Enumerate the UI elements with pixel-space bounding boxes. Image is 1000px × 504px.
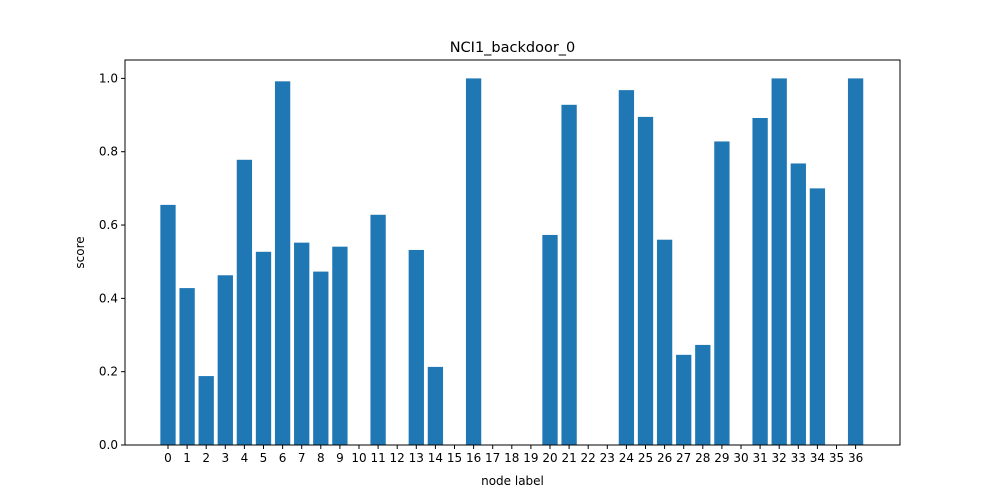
bar-26 [656,239,673,445]
y-axis: 0.0 0.2 0.4 0.6 0.8 1.0 [99,71,125,452]
x-tick-label: 17 [485,451,500,465]
bar-24 [618,90,635,445]
x-tick-label: 22 [581,451,596,465]
bar-36 [847,78,864,446]
x-tick-label: 3 [221,451,229,465]
x-tick-label: 13 [409,451,424,465]
x-tick-label: 8 [317,451,325,465]
x-tick-label: 29 [714,451,729,465]
x-tick-label: 15 [447,451,462,465]
y-tick-label: 0.8 [99,145,118,159]
chart-title: NCI1_backdoor_0 [450,40,576,56]
bar-7 [294,242,310,445]
x-tick-label: 1 [183,451,191,465]
x-tick-label: 21 [561,451,576,465]
x-tick-label: 23 [600,451,615,465]
x-tick-label: 30 [733,451,748,465]
bar-20 [542,234,558,445]
x-tick-label: 2 [202,451,210,465]
bar-8 [313,271,329,445]
x-tick-label: 28 [695,451,710,465]
x-tick-label: 25 [638,451,653,465]
bar-4 [236,159,253,446]
y-tick-label: 0.0 [99,438,118,452]
bar-13 [408,249,424,445]
y-axis-label: score [73,236,87,268]
x-tick-label: 7 [298,451,306,465]
x-tick-label: 35 [829,451,844,465]
bar-6 [274,81,291,445]
x-tick-label: 18 [504,451,519,465]
bar-34 [809,188,826,445]
x-tick-label: 4 [241,451,249,465]
bar-1 [179,288,195,445]
bar-32 [771,78,787,446]
bar-5 [255,251,272,445]
x-tick-label: 12 [390,451,405,465]
bar-31 [752,117,768,446]
x-tick-label: 20 [542,451,557,465]
x-tick-label: 27 [676,451,691,465]
x-tick-label: 6 [279,451,287,465]
x-tick-label: 24 [619,451,634,465]
x-tick-label: 5 [260,451,268,465]
y-tick-label: 0.4 [99,291,118,305]
x-tick-label: 33 [791,451,806,465]
x-tick-label: 0 [164,451,172,465]
x-tick-label: 36 [848,451,863,465]
bar-3 [217,275,233,445]
bar-16 [465,78,482,446]
bars-group [160,78,864,446]
bar-0 [160,204,176,445]
x-tick-label: 19 [523,451,538,465]
plot-frame [124,59,901,446]
bar-21 [561,104,577,446]
x-tick-label: 9 [336,451,344,465]
y-tick-label: 0.2 [99,365,118,379]
x-tick-label: 26 [657,451,672,465]
x-tick-label: 32 [772,451,787,465]
x-tick-label: 11 [370,451,385,465]
bar-29 [714,141,730,445]
bar-2 [198,376,214,445]
x-tick-label: 31 [752,451,767,465]
bar-28 [695,344,711,445]
bar-33 [790,163,806,445]
bar-9 [332,246,348,445]
y-tick-label: 1.0 [99,71,118,85]
bar-25 [637,116,654,445]
x-tick-label: 14 [428,451,443,465]
x-tick-label: 34 [810,451,825,465]
bar-11 [370,214,386,445]
y-tick-label: 0.6 [99,218,118,232]
x-tick-label: 16 [466,451,481,465]
x-axis: 0 1 2 3 4 5 6 7 8 9 10 11 12 13 14 15 16 17 18 19 20 21 22 23 24… [164,445,863,465]
bar-27 [676,354,692,445]
x-tick-label: 10 [351,451,366,465]
bar-14 [427,366,444,445]
x-axis-label: node label [481,474,544,488]
